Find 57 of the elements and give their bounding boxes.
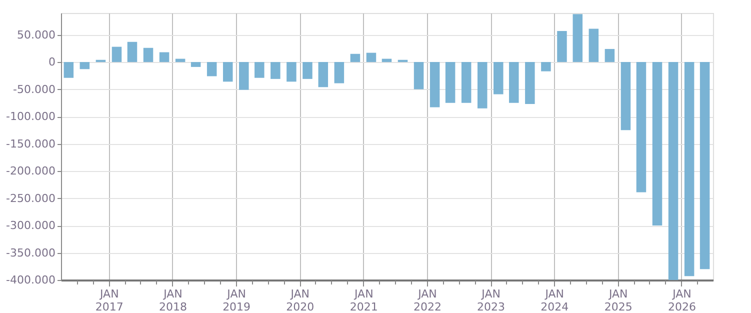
bar [112, 46, 122, 62]
bar [604, 48, 615, 62]
bar [668, 62, 678, 280]
bar [541, 62, 551, 72]
bar [302, 62, 312, 79]
bar [159, 52, 170, 62]
bar [620, 62, 631, 130]
bar [445, 62, 456, 103]
x-tick-label: JAN 2018 [158, 288, 187, 313]
bar [286, 62, 296, 82]
bar [334, 62, 344, 84]
x-tick-label: JAN 2024 [540, 288, 569, 313]
bar [684, 62, 694, 276]
bar [190, 62, 201, 67]
bar [588, 28, 599, 62]
bar [430, 62, 440, 108]
bar [254, 62, 264, 78]
bar [652, 62, 662, 226]
bar [557, 30, 567, 62]
bar [64, 62, 74, 78]
x-tick-label: JAN 2023 [477, 288, 506, 313]
bar [700, 62, 710, 270]
bar [239, 62, 249, 90]
bar [127, 42, 138, 62]
bar [509, 62, 519, 103]
bar [270, 62, 280, 79]
y-tick-label: 0 [48, 56, 56, 69]
x-tick-label: JAN 2026 [668, 288, 696, 313]
bar [350, 54, 360, 62]
y-tick-label: -300.000 [6, 219, 56, 232]
bar [477, 62, 488, 108]
bar [366, 52, 376, 62]
y-tick-label: -50.000 [13, 82, 56, 96]
bar [461, 62, 472, 103]
bar [80, 62, 90, 70]
y-tick-label: -250.000 [6, 192, 56, 205]
y-tick-label: -200.000 [6, 164, 56, 178]
bar [318, 62, 328, 88]
x-tick-label: JAN 2025 [604, 288, 632, 313]
bar [414, 62, 424, 90]
x-tick-label: JAN 2020 [286, 288, 314, 313]
bar [525, 62, 535, 104]
bar [206, 62, 217, 76]
bar [494, 62, 504, 94]
bar [143, 48, 154, 62]
bar [223, 62, 233, 82]
x-tick-label: JAN 2021 [350, 288, 378, 313]
x-tick-label: JAN 2019 [222, 288, 251, 313]
x-tick-label: JAN 2022 [413, 288, 442, 313]
y-tick-label: -350.000 [6, 246, 56, 260]
x-tick-label: JAN 2017 [95, 288, 124, 313]
y-tick-label: -150.000 [6, 137, 56, 150]
bar [636, 62, 646, 192]
y-tick-label: -100.000 [6, 110, 56, 124]
bar [572, 14, 583, 62]
y-tick-label: 50.000 [17, 28, 56, 42]
y-tick-label: -400.000 [6, 274, 56, 286]
